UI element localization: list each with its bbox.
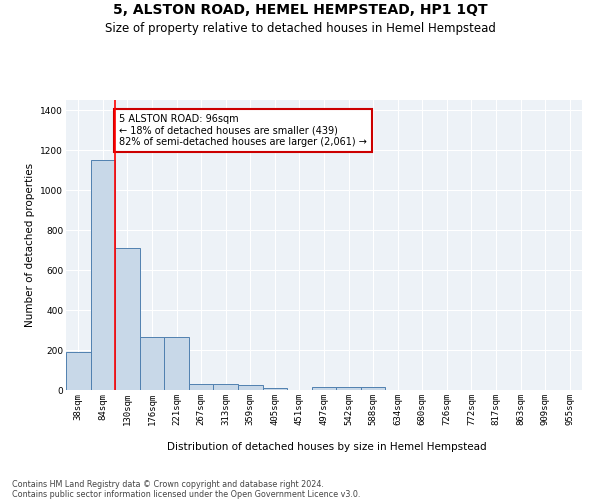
Text: 5 ALSTON ROAD: 96sqm
← 18% of detached houses are smaller (439)
82% of semi-deta: 5 ALSTON ROAD: 96sqm ← 18% of detached h… — [119, 114, 367, 147]
Bar — [91, 160, 115, 390]
Bar — [214, 384, 238, 390]
Bar — [164, 337, 189, 390]
Y-axis label: Number of detached properties: Number of detached properties — [25, 163, 35, 327]
Text: Contains HM Land Registry data © Crown copyright and database right 2024.
Contai: Contains HM Land Registry data © Crown c… — [12, 480, 361, 499]
Text: Size of property relative to detached houses in Hemel Hempstead: Size of property relative to detached ho… — [104, 22, 496, 35]
Bar — [361, 387, 385, 390]
Text: Distribution of detached houses by size in Hemel Hempstead: Distribution of detached houses by size … — [167, 442, 487, 452]
Text: 5, ALSTON ROAD, HEMEL HEMPSTEAD, HP1 1QT: 5, ALSTON ROAD, HEMEL HEMPSTEAD, HP1 1QT — [113, 2, 487, 16]
Bar — [189, 384, 214, 390]
Bar — [238, 384, 263, 390]
Bar — [66, 352, 91, 390]
Bar — [336, 387, 361, 390]
Bar — [263, 388, 287, 390]
Bar — [140, 337, 164, 390]
Bar — [312, 387, 336, 390]
Bar — [115, 248, 140, 390]
